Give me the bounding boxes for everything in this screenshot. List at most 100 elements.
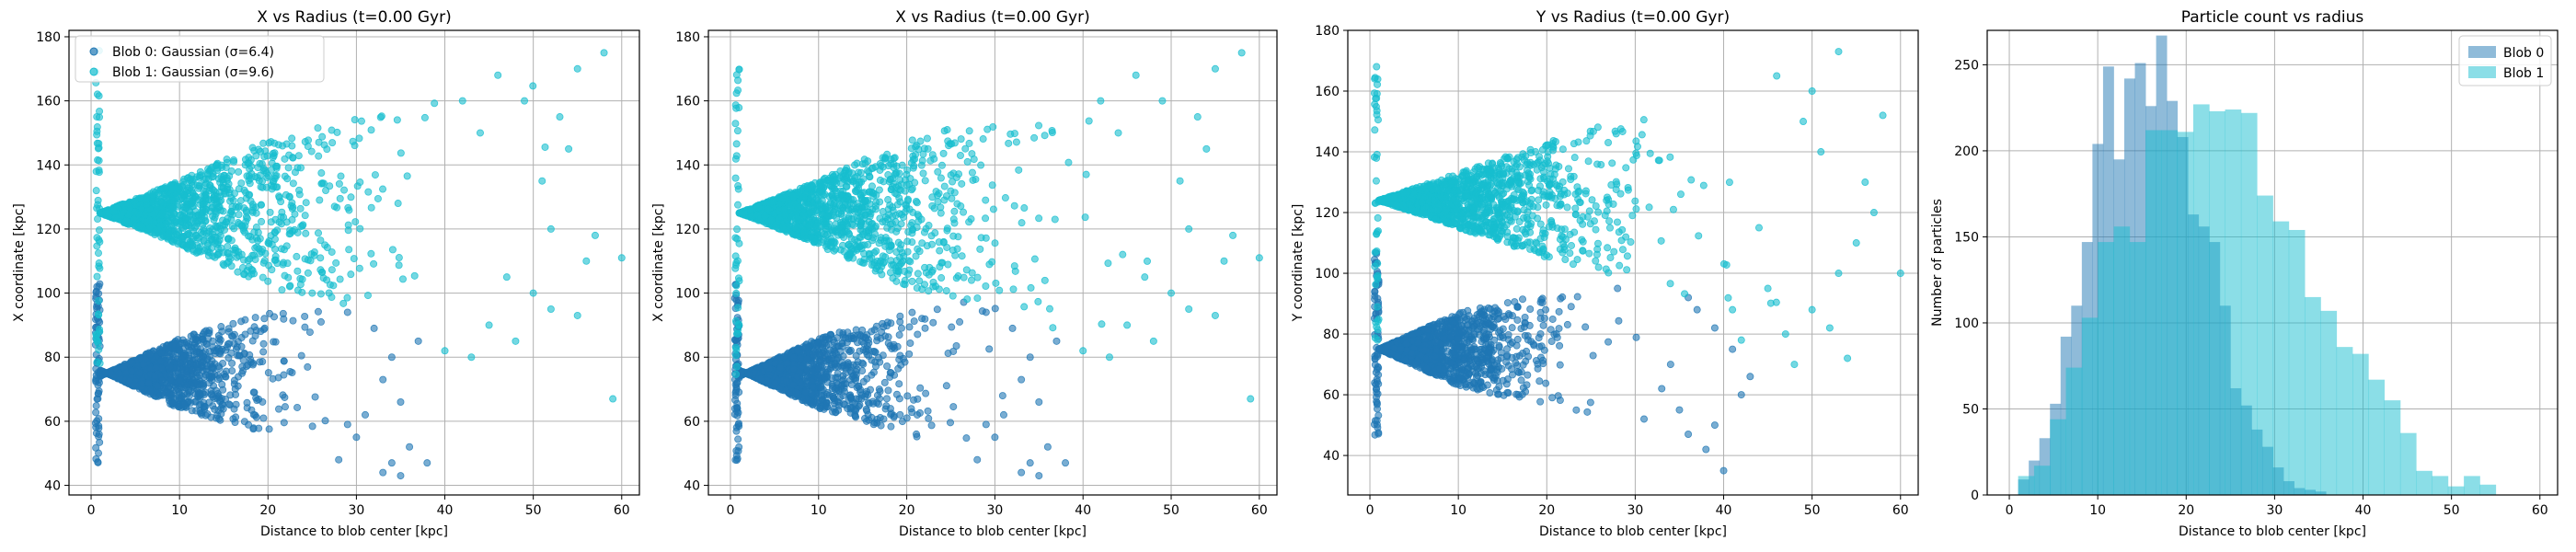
data-point xyxy=(314,307,322,316)
data-point xyxy=(229,332,237,340)
data-point xyxy=(235,185,243,193)
data-point xyxy=(288,134,296,143)
data-point xyxy=(864,346,872,354)
data-point xyxy=(921,315,929,323)
data-point xyxy=(165,217,173,225)
data-point xyxy=(152,363,160,372)
data-point xyxy=(322,187,330,195)
data-point xyxy=(260,324,269,332)
data-point xyxy=(872,362,880,371)
data-point xyxy=(896,410,904,419)
x-tick-label: 10 xyxy=(171,503,188,518)
data-point xyxy=(270,235,279,243)
data-point xyxy=(367,203,375,212)
data-point xyxy=(948,323,956,331)
legend-label: Blob 1: Gaussian (σ=9.6) xyxy=(112,65,274,80)
data-point xyxy=(379,185,387,193)
data-point xyxy=(189,241,197,249)
data-point xyxy=(291,210,299,218)
data-point xyxy=(362,410,370,419)
data-point xyxy=(393,116,401,124)
data-point xyxy=(895,380,903,388)
data-point xyxy=(258,217,266,225)
data-point xyxy=(370,324,378,332)
y-tick-label: 140 xyxy=(36,158,61,173)
data-point xyxy=(279,391,287,399)
data-point xyxy=(835,328,844,337)
data-point xyxy=(305,328,314,337)
data-point xyxy=(273,162,282,170)
data-point xyxy=(235,202,243,211)
data-point xyxy=(246,351,254,359)
data-point xyxy=(363,292,372,300)
data-point xyxy=(259,139,268,147)
data-point xyxy=(973,294,982,303)
data-point xyxy=(860,339,868,348)
data-point xyxy=(275,192,283,201)
data-point xyxy=(903,414,911,422)
data-point xyxy=(93,272,101,281)
data-point xyxy=(219,216,227,224)
legend-label: Blob 0: Gaussian (σ=6.4) xyxy=(112,45,274,60)
data-point xyxy=(882,395,891,403)
data-point xyxy=(209,402,217,410)
data-point xyxy=(905,323,914,331)
data-point xyxy=(458,97,466,105)
data-point xyxy=(209,204,217,213)
data-point xyxy=(929,318,937,327)
data-point xyxy=(243,214,251,223)
data-point xyxy=(197,213,205,221)
data-point xyxy=(732,140,741,148)
data-point xyxy=(814,374,822,382)
data-point xyxy=(1035,472,1043,480)
data-point xyxy=(191,193,200,201)
data-point xyxy=(839,392,847,400)
data-point xyxy=(146,387,155,396)
data-point xyxy=(431,99,439,108)
data-point xyxy=(921,324,929,332)
data-point xyxy=(169,237,178,246)
data-point xyxy=(93,90,101,98)
data-point xyxy=(206,184,214,192)
data-point xyxy=(927,421,936,430)
data-point xyxy=(1018,375,1026,384)
legend-box xyxy=(75,35,325,83)
data-point xyxy=(356,224,364,233)
data-point xyxy=(307,147,316,155)
data-point xyxy=(193,234,201,242)
data-point xyxy=(220,261,228,270)
data-point xyxy=(397,149,405,157)
data-point xyxy=(185,388,193,397)
data-point xyxy=(308,422,316,431)
data-point xyxy=(998,392,1006,400)
data-point xyxy=(502,273,511,282)
data-point xyxy=(370,259,378,268)
data-point xyxy=(229,415,237,423)
data-point xyxy=(94,339,102,348)
data-point xyxy=(355,264,363,272)
data-point xyxy=(982,196,990,204)
data-point xyxy=(887,422,895,431)
data-point xyxy=(789,381,798,389)
data-point xyxy=(316,254,325,262)
data-point xyxy=(789,353,798,362)
data-point xyxy=(367,126,375,134)
data-point xyxy=(881,332,890,340)
data-point xyxy=(239,356,247,364)
data-point xyxy=(234,382,242,390)
data-point xyxy=(115,369,123,377)
data-point xyxy=(304,362,312,371)
data-point xyxy=(194,184,202,192)
data-point xyxy=(903,392,912,400)
data-point xyxy=(136,222,144,230)
data-point xyxy=(249,424,258,432)
data-point xyxy=(349,137,357,145)
data-point xyxy=(906,339,914,348)
data-point xyxy=(135,369,144,377)
data-point xyxy=(224,242,232,250)
data-point xyxy=(884,386,892,395)
data-point xyxy=(961,144,970,153)
data-point xyxy=(193,343,201,351)
